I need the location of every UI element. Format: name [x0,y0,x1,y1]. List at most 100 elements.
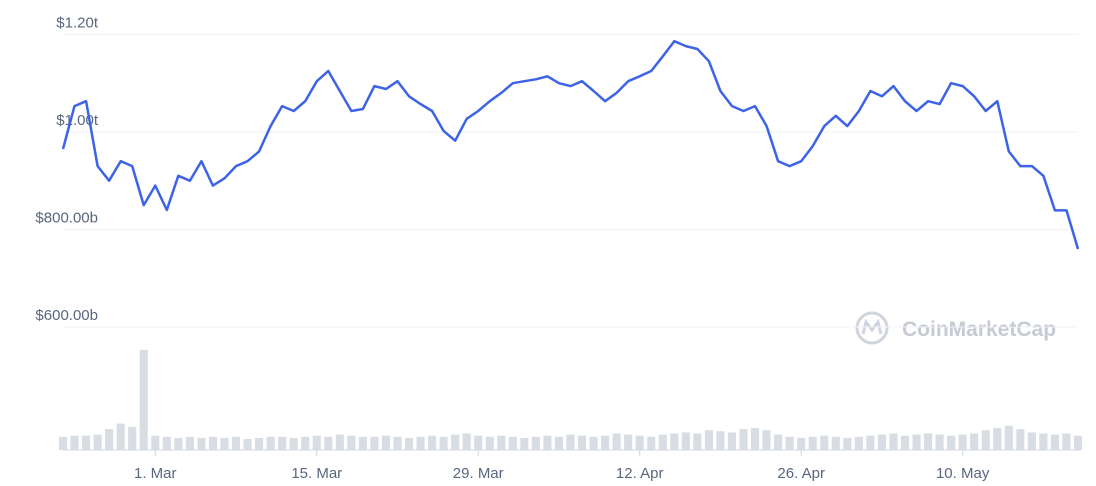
volume-bar [658,434,667,450]
volume-bar [727,432,737,450]
volume-bar [324,436,333,450]
volume-bar [958,434,967,450]
volume-bar [485,436,494,450]
x-tick-label: 26. Apr [777,465,825,482]
volume-bar [116,423,125,450]
volume-bar [947,435,956,450]
volume-bar [843,437,852,450]
volume-bar [312,435,321,450]
y-tick-label: $800.00b [35,209,98,226]
volume-bar [335,434,344,450]
volume-bar [451,434,460,450]
x-tick-label: 12. Apr [616,465,664,482]
grid [63,33,1078,328]
volume-bar [1050,434,1059,450]
volume-bar [577,435,587,450]
volume-bar [981,430,990,450]
volume-bar [543,435,552,450]
volume-bar [404,437,414,450]
x-tick-label: 29. Mar [453,465,504,482]
volume-bar [128,426,137,450]
volume-bar [185,436,194,450]
volume-bar [912,434,921,450]
volume-bar [301,436,310,450]
volume-bar [255,437,264,450]
volume-bar [785,436,794,450]
volume-bar [82,435,91,450]
y-tick-label: $600.00b [35,307,98,324]
volume-bar [197,437,206,450]
volume-bar [589,436,598,450]
watermark: CoinMarketCap [902,318,1056,341]
watermark-logo [855,311,889,345]
volume-bar [474,435,483,450]
volume-bar [1027,432,1036,450]
volume-bar [566,434,575,450]
volume-bar [162,436,171,450]
volume-bar [278,436,287,450]
volume-bar [243,439,252,450]
volume-bar [393,436,402,450]
volume-bar [289,437,298,450]
volume-bar [554,436,564,450]
volume-bar [993,428,1002,450]
volume-bar [601,435,610,450]
volume-bar [1062,433,1071,450]
volume-bar [358,436,367,450]
volume-bar [635,435,644,450]
volume-bar [370,436,379,450]
volume-bar [151,435,160,450]
x-tick-label: 10. May [936,465,990,482]
volume-bar [58,436,68,450]
volume-bar [347,435,356,450]
y-tick-label: $1.00t [56,112,99,129]
volume-bar [428,435,437,450]
volume-bar [762,430,771,450]
volume-bar [612,433,621,450]
volume-bar [381,435,390,450]
volume-bar [1073,435,1083,450]
volume-bar [497,435,506,450]
volume-bar [889,433,898,450]
volume-bar [624,434,633,450]
volume-bar [693,433,702,450]
volume-bar [105,429,114,450]
volume-bar [508,436,517,450]
volume-bar [797,437,806,450]
volume-bar [1039,433,1048,450]
volume-bar [462,433,471,450]
volume-bar [1016,429,1025,450]
volume-bar [866,435,875,450]
volume-bar [1004,425,1013,450]
volume-bar [877,434,886,450]
volume-bar [854,436,863,450]
volume-bar [716,431,725,450]
volume-bar [231,436,241,450]
volume-bar [174,437,183,450]
volume-bar [520,437,529,450]
volume-bar [220,437,229,450]
volume-bar [670,433,679,450]
volume-bar [439,436,448,450]
volume-bar [416,436,425,450]
volume-bar [208,436,217,450]
volume-bar [831,436,840,450]
volume-bar [139,349,148,450]
volume-bar [900,435,910,450]
volume-bar [93,434,102,450]
volume-bar [774,434,783,450]
volume-bar [739,429,748,450]
volume-bar [924,433,933,450]
x-tick-label: 15. Mar [291,465,342,482]
market-cap-line [61,39,1080,250]
volume-bar [820,435,829,450]
volume-bar [647,436,656,450]
volume-bar [704,430,713,450]
volume-bar [681,432,690,450]
x-tick-label: 1. Mar [134,465,177,482]
volume-bar [808,436,817,450]
volume-bar [70,435,79,450]
volume-bar [531,436,540,450]
volume-bar [266,436,275,450]
